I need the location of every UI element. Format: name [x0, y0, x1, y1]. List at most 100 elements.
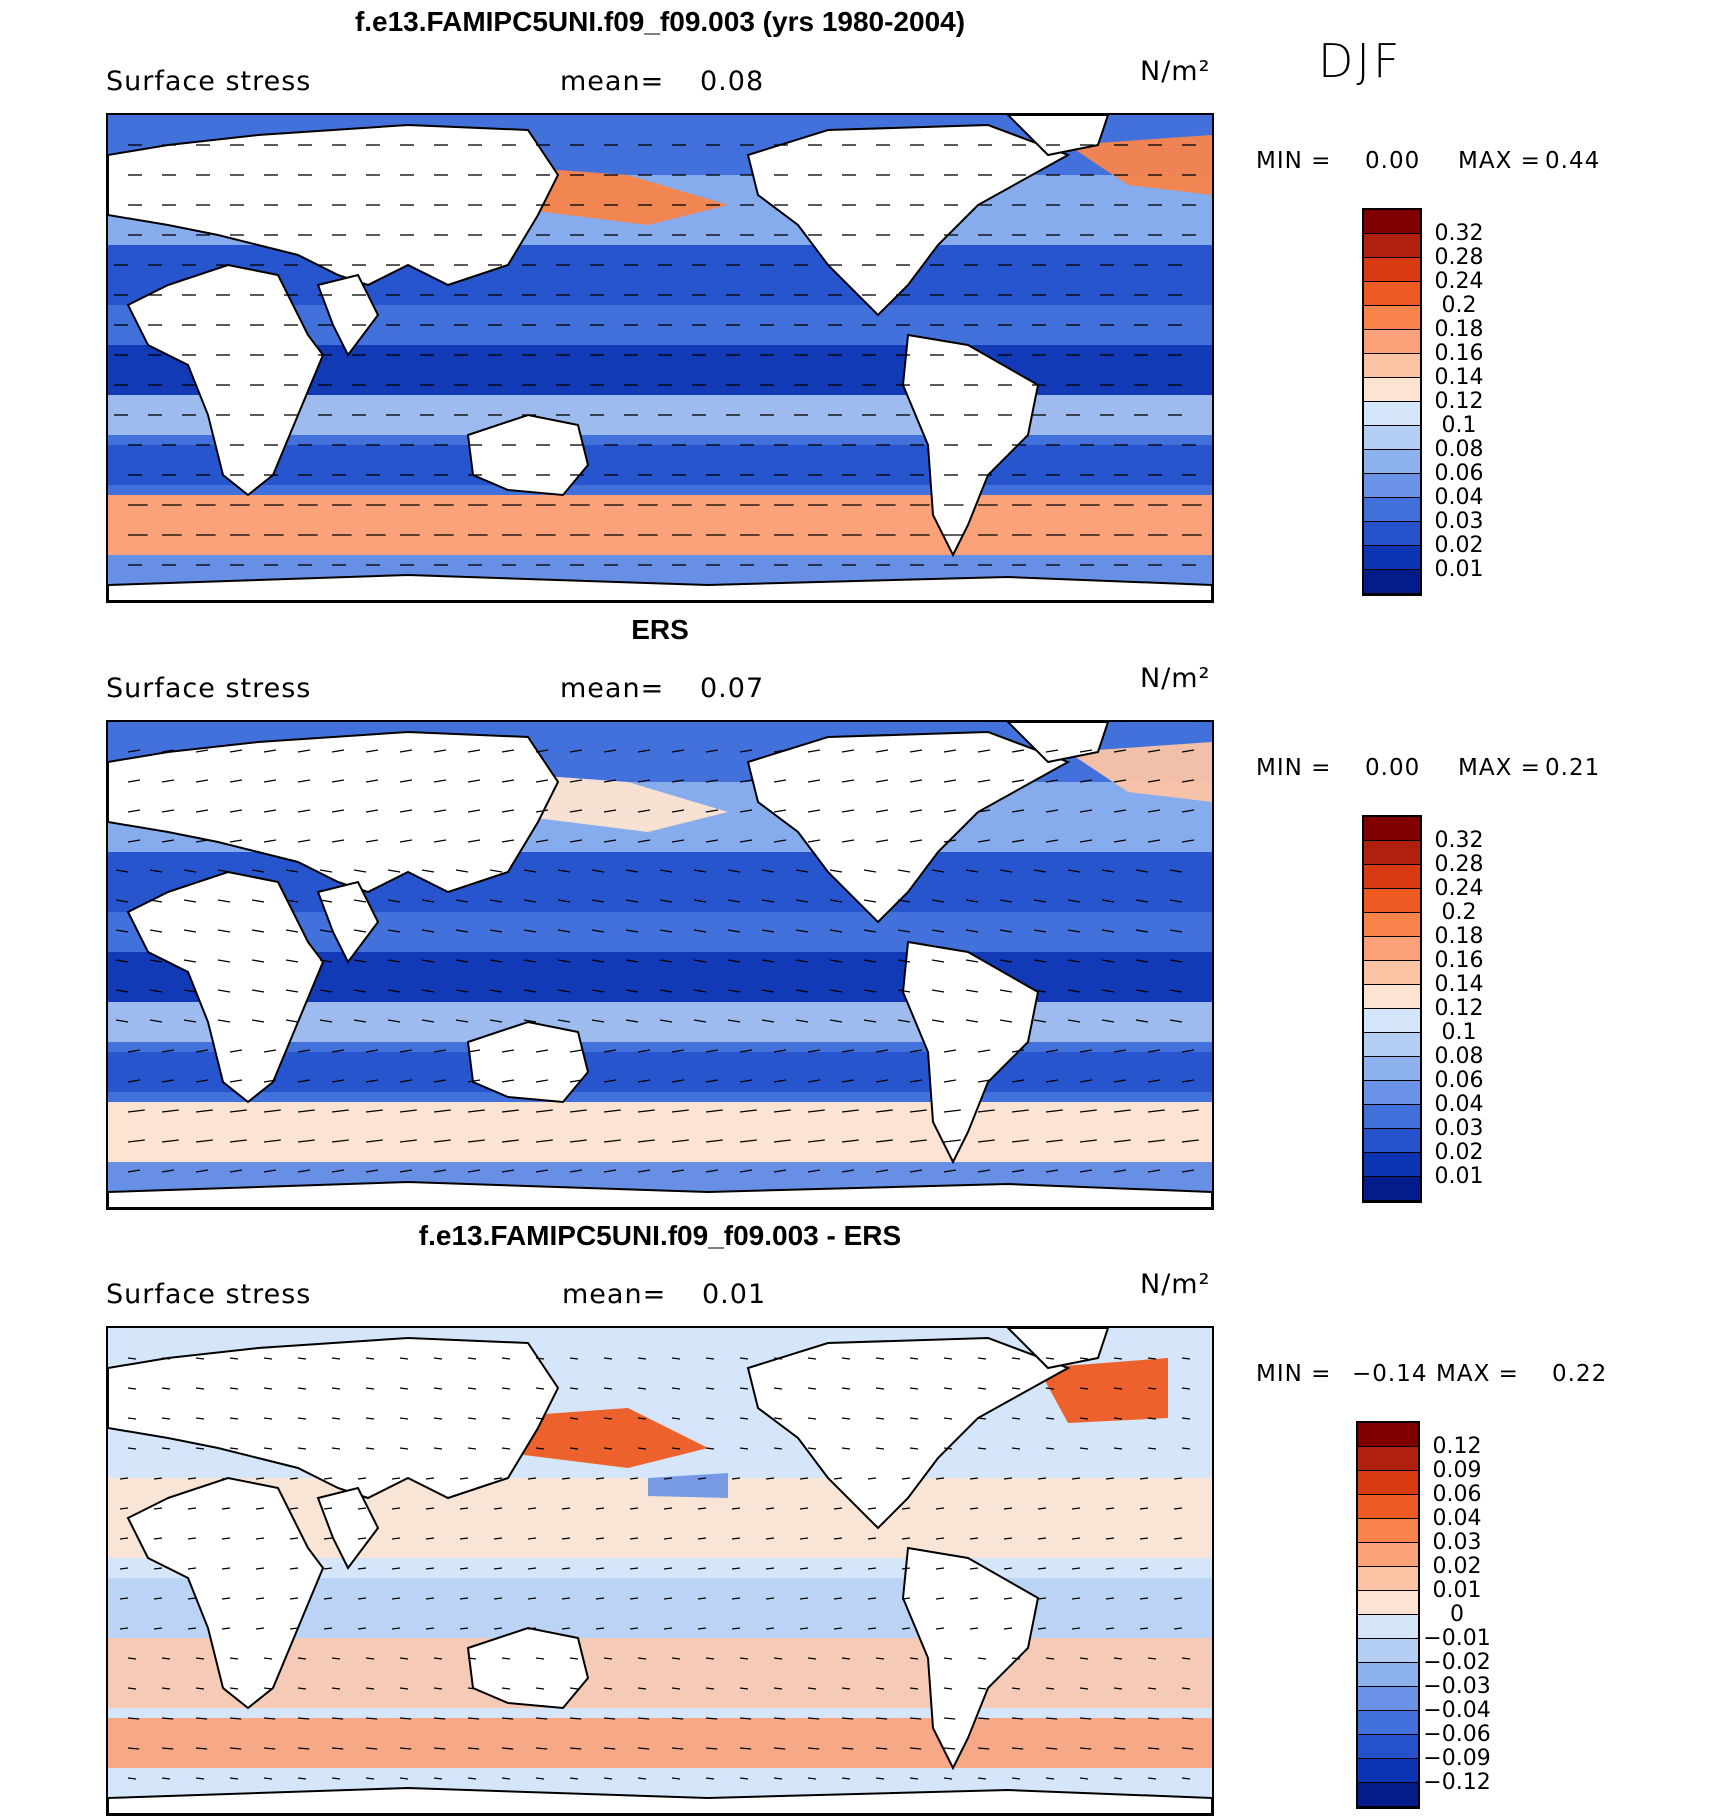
- stress-vector: [387, 1019, 401, 1023]
- panel-3-mean-label: mean=: [562, 1279, 667, 1310]
- stress-vector: [527, 1597, 537, 1600]
- stress-vector: [263, 779, 277, 783]
- stress-vector: [1105, 1477, 1115, 1480]
- stress-vector: [659, 929, 673, 933]
- stress-vector: [127, 779, 141, 783]
- stress-vector: [909, 779, 923, 783]
- stress-vector: [841, 1357, 851, 1360]
- stress-vector: [467, 1357, 477, 1360]
- panel-1-min-label: MIN =: [1256, 148, 1332, 174]
- stress-vector: [353, 959, 367, 963]
- stress-vector: [833, 1597, 843, 1600]
- stress-vector: [935, 1627, 945, 1630]
- stress-vector: [1101, 989, 1115, 993]
- stress-vector: [999, 1019, 1013, 1023]
- stress-vector: [289, 1477, 299, 1480]
- stress-vector: [391, 1567, 401, 1570]
- stress-vector: [433, 1387, 443, 1390]
- stress-vector: [659, 1019, 673, 1023]
- stress-vector: [221, 1537, 231, 1540]
- stress-vector: [705, 1717, 718, 1720]
- stress-vector: [425, 1597, 435, 1600]
- stress-vector: [387, 869, 401, 873]
- stress-vector: [161, 1777, 171, 1780]
- stress-vector: [901, 1477, 911, 1480]
- stress-vector: [671, 1357, 681, 1360]
- stress-vector: [965, 989, 979, 993]
- stress-vector: [1071, 1507, 1081, 1510]
- stress-vector: [161, 839, 175, 843]
- stress-vector: [663, 1507, 673, 1510]
- stress-vector: [569, 1079, 583, 1083]
- stress-vector: [943, 749, 957, 753]
- stress-vector: [603, 1657, 613, 1660]
- landmass-africa: [126, 263, 325, 497]
- stress-vector: [127, 1747, 140, 1750]
- stress-vector: [1105, 1537, 1115, 1540]
- stress-vector: [433, 1357, 443, 1360]
- stress-vector: [697, 1627, 707, 1630]
- stress-vector: [399, 1447, 409, 1450]
- stress-vector: [637, 1109, 655, 1113]
- stress-vector: [841, 749, 855, 753]
- stress-vector: [1011, 1387, 1021, 1390]
- stress-vector: [1139, 1537, 1149, 1540]
- stress-vector: [459, 1477, 469, 1480]
- stress-vector: [535, 1139, 553, 1143]
- stress-vector: [671, 1687, 681, 1690]
- stress-vector: [467, 1717, 480, 1720]
- stress-vector: [433, 1657, 443, 1660]
- panel-3-min-value: −0.14: [1352, 1361, 1428, 1387]
- stress-vector: [807, 1139, 825, 1143]
- stress-vector: [727, 1019, 741, 1023]
- stress-vector: [331, 1447, 341, 1450]
- stress-vector: [391, 1477, 401, 1480]
- stress-vector: [833, 1507, 843, 1510]
- stress-vector: [501, 1687, 511, 1690]
- stress-vector: [251, 869, 265, 873]
- colorbar-tick-label: 0.18: [1434, 317, 1484, 342]
- stress-vector: [935, 1477, 945, 1480]
- stress-vector: [149, 929, 163, 933]
- stress-vector: [195, 1447, 205, 1450]
- stress-vector: [1181, 809, 1195, 813]
- panel-1-title: f.e13.FAMIPC5UNI.f09_f09.003 (yrs 1980-2…: [354, 6, 966, 37]
- stress-vector: [1079, 779, 1093, 783]
- stress-vector: [841, 1717, 854, 1720]
- stress-vector: [1067, 899, 1081, 903]
- stress-vector: [263, 1687, 273, 1690]
- stress-vector: [127, 1079, 141, 1083]
- stress-vector: [421, 869, 435, 873]
- stress-vector: [591, 899, 605, 903]
- stress-vector: [1011, 809, 1025, 813]
- stress-vector: [795, 1019, 809, 1023]
- stress-vector: [535, 809, 549, 813]
- stress-vector: [1139, 1567, 1149, 1570]
- colorbar-swatch: [1364, 1057, 1420, 1081]
- stress-vector: [149, 989, 163, 993]
- stress-vector: [1135, 899, 1149, 903]
- stress-vector: [625, 959, 639, 963]
- stress-vector: [901, 1567, 911, 1570]
- stress-vector: [943, 809, 957, 813]
- stress-vector: [765, 1627, 775, 1630]
- stress-vector: [1169, 869, 1183, 873]
- stress-vector: [671, 1049, 685, 1053]
- stress-vector: [663, 1477, 673, 1480]
- stress-vector: [901, 1537, 911, 1540]
- colorbar-tick-label: 0.09: [1432, 1458, 1482, 1483]
- colorbar-tick-label: 0.01: [1434, 557, 1484, 582]
- stress-vector: [1147, 779, 1161, 783]
- panel-2-units: N/m²: [1140, 663, 1211, 694]
- stress-vector: [637, 1717, 650, 1720]
- stress-vector: [833, 1627, 843, 1630]
- stress-vector: [909, 1717, 922, 1720]
- panel-2-map-svg: [108, 722, 1212, 1208]
- stress-vector: [557, 989, 571, 993]
- panel-1-min-value: 0.00: [1365, 148, 1421, 174]
- stress-vector: [909, 1687, 919, 1690]
- stress-vector: [705, 839, 719, 843]
- stress-vector: [909, 1169, 923, 1173]
- stress-vector: [297, 1387, 307, 1390]
- stress-vector: [603, 1717, 616, 1720]
